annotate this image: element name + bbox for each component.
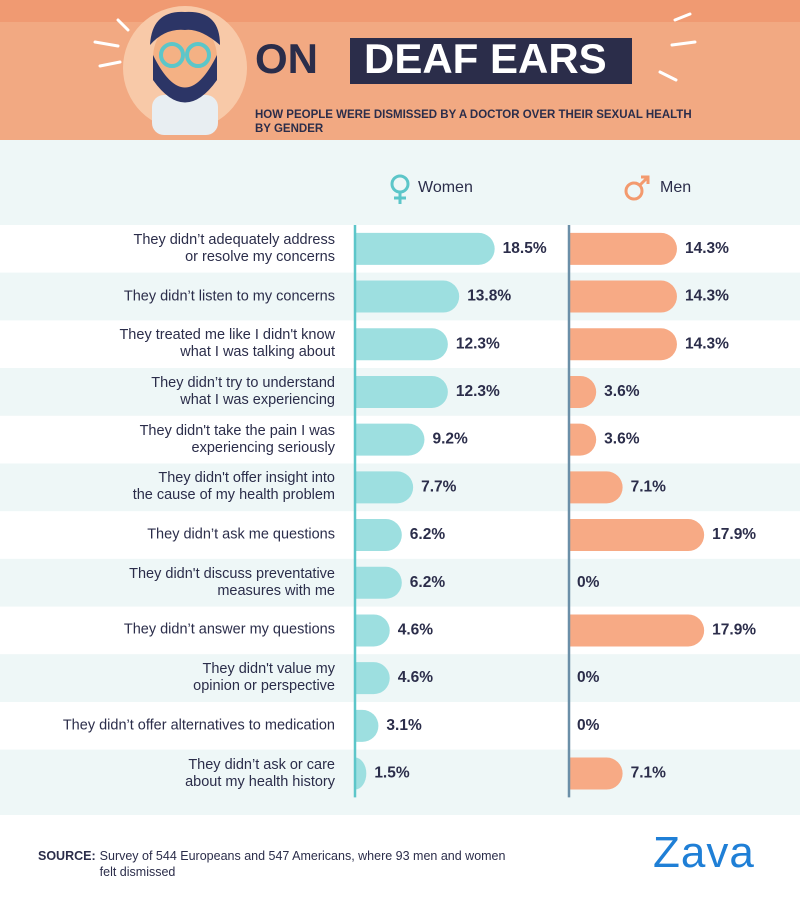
- value-label: 17.9%: [712, 526, 756, 543]
- subtitle: HOW PEOPLE WERE DISMISSED BY A DOCTOR OV…: [255, 109, 692, 135]
- bar: [355, 709, 379, 742]
- category-label: They didn’t ask me questions: [147, 526, 335, 543]
- value-label: 6.2%: [410, 574, 446, 591]
- value-label: 0%: [577, 717, 600, 734]
- value-label: 13.8%: [467, 288, 511, 305]
- value-label: 12.3%: [456, 335, 500, 352]
- source: SOURCE: Survey of 544 Europeans and 547 A…: [38, 848, 510, 880]
- women-icon: [390, 174, 410, 204]
- value-label: 4.6%: [398, 669, 434, 686]
- value-label: 6.2%: [410, 526, 446, 543]
- bar: [355, 423, 425, 456]
- bar: [569, 471, 623, 504]
- category-label: They didn't value my opinion or perspect…: [193, 661, 335, 695]
- value-label: 3.6%: [604, 431, 640, 448]
- title-highlight: DEAF EARS: [364, 35, 607, 82]
- title: ON: [255, 35, 318, 82]
- bar: [569, 614, 705, 647]
- value-label: 0%: [577, 574, 600, 591]
- value-label: 3.6%: [604, 383, 640, 400]
- logo: Zava: [653, 828, 755, 877]
- value-label: 18.5%: [503, 240, 547, 257]
- avatar-hair: [150, 11, 220, 45]
- row-band: [0, 654, 800, 702]
- bar: [355, 328, 448, 361]
- bar: [355, 375, 448, 408]
- value-label: 7.7%: [421, 478, 457, 495]
- avatar-face: [153, 20, 217, 96]
- bar: [355, 471, 414, 504]
- source-text: Survey of 544 Europeans and 547 American…: [99, 849, 506, 879]
- bar: [569, 232, 677, 265]
- category-label: They didn’t listen to my concerns: [123, 288, 335, 305]
- category-label: They treated me like I didn't know what …: [119, 327, 335, 361]
- value-label: 12.3%: [456, 383, 500, 400]
- bar: [569, 757, 623, 790]
- bar: [355, 757, 367, 790]
- decoration: [93, 12, 697, 82]
- value-label: 14.3%: [685, 240, 729, 257]
- row-band: [0, 702, 800, 750]
- row-band: [0, 749, 800, 798]
- bar: [569, 280, 677, 313]
- bar: [569, 328, 677, 361]
- category-label: They didn’t ask or care about my health …: [185, 756, 335, 790]
- legend-label: Men: [660, 179, 691, 196]
- bar: [569, 423, 597, 456]
- legend-label: Women: [418, 179, 473, 196]
- men-icon: [624, 175, 650, 201]
- avatar-glasses: [159, 42, 185, 68]
- value-label: 7.1%: [631, 478, 667, 495]
- category-label: They didn’t adequately address or resolv…: [133, 231, 335, 265]
- value-label: 4.6%: [398, 622, 434, 639]
- category-label: They didn’t try to understand what I was…: [151, 374, 335, 408]
- category-label: They didn’t answer my questions: [123, 621, 335, 638]
- value-label: 0%: [577, 669, 600, 686]
- bar: [355, 662, 390, 695]
- value-label: 17.9%: [712, 622, 756, 639]
- category-label: They didn’t offer alternatives to medica…: [62, 717, 335, 734]
- avatar-coat: [152, 95, 218, 135]
- value-label: 9.2%: [432, 431, 468, 448]
- bar: [355, 566, 402, 599]
- value-label: 14.3%: [685, 288, 729, 305]
- avatar-beard: [153, 55, 217, 103]
- bar: [355, 519, 402, 552]
- footer-band: [0, 815, 800, 900]
- avatar-glasses: [185, 42, 211, 68]
- category-label: They didn't take the pain I was experien…: [139, 422, 335, 456]
- bar: [569, 375, 597, 408]
- bar: [355, 280, 460, 313]
- bar: [569, 519, 705, 552]
- value-label: 14.3%: [685, 335, 729, 352]
- bar: [355, 232, 495, 265]
- value-label: 1.5%: [374, 765, 410, 782]
- category-label: They didn't discuss preventative measure…: [129, 565, 335, 599]
- source-label: SOURCE:: [38, 849, 96, 863]
- value-label: 3.1%: [386, 717, 422, 734]
- title-box: [350, 38, 632, 84]
- category-label: They didn't offer insight into the cause…: [132, 470, 335, 504]
- value-label: 7.1%: [631, 765, 667, 782]
- bar: [355, 614, 390, 647]
